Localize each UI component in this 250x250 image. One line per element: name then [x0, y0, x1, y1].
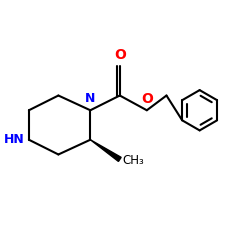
Text: HN: HN — [4, 133, 24, 146]
Text: O: O — [141, 92, 153, 106]
Text: N: N — [85, 92, 96, 105]
Text: CH₃: CH₃ — [122, 154, 144, 167]
Polygon shape — [90, 140, 121, 162]
Text: O: O — [114, 48, 126, 62]
